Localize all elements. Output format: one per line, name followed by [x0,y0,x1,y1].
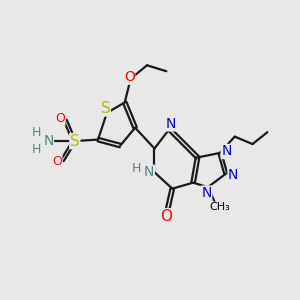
Text: N: N [228,168,238,182]
Text: N: N [166,117,176,131]
Text: S: S [70,134,80,148]
Text: O: O [52,155,62,168]
Text: CH₃: CH₃ [209,202,230,212]
Text: O: O [124,70,135,84]
Text: N: N [221,145,232,158]
Text: H: H [32,126,41,139]
Text: N: N [43,134,53,148]
Text: N: N [201,186,212,200]
Text: H: H [32,143,41,156]
Text: H: H [131,162,141,175]
Text: S: S [100,101,110,116]
Text: O: O [55,112,65,125]
Text: O: O [160,209,172,224]
Text: N: N [144,165,154,179]
